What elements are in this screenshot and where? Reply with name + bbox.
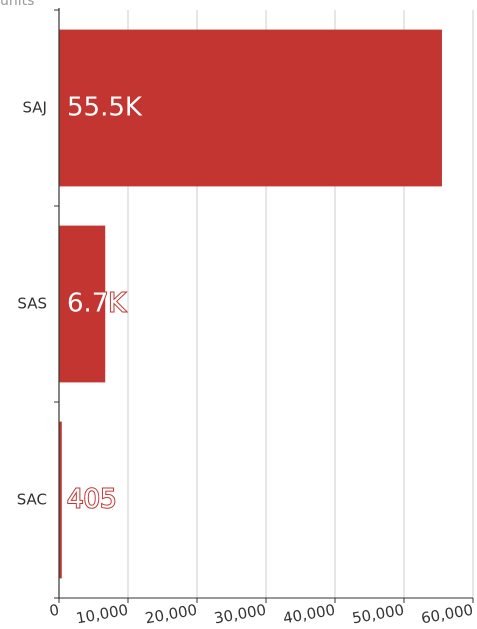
value-label: 405 — [67, 485, 117, 515]
axis-label: units — [0, 0, 34, 9]
bar — [59, 225, 106, 383]
x-tick-label: 20,000 — [144, 601, 199, 628]
bar — [59, 421, 62, 579]
y-tick-label: SAJ — [23, 99, 48, 117]
x-tick-label: 60,000 — [420, 601, 475, 628]
value-label: 6.7K — [67, 289, 126, 319]
y-tick-label: SAC — [17, 491, 47, 509]
x-tick-label: 0 — [48, 601, 61, 620]
y-tick-label: SAS — [17, 295, 47, 313]
x-tick-label: 30,000 — [213, 601, 268, 628]
value-label: 55.5K — [67, 93, 143, 123]
x-tick-label: 50,000 — [351, 601, 406, 628]
bar — [59, 29, 442, 187]
bars — [59, 29, 442, 579]
x-tick-label: 10,000 — [75, 601, 130, 628]
x-tick-label: 40,000 — [282, 601, 337, 628]
